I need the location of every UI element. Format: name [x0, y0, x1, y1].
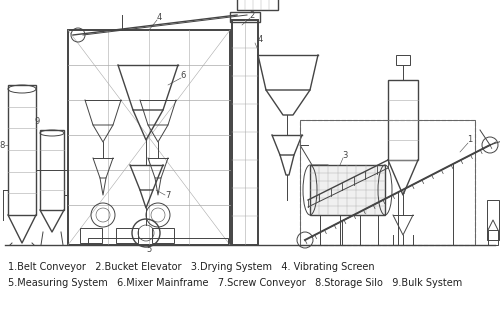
- Text: 4: 4: [156, 13, 162, 22]
- Bar: [237, 0, 278, 10]
- Bar: [232, 20, 258, 245]
- Bar: [116, 228, 138, 243]
- Bar: [152, 228, 174, 243]
- Bar: [300, 120, 475, 245]
- Text: 9: 9: [34, 118, 40, 127]
- Text: 1.Belt Conveyor   2.Bucket Elevator   3.Drying System   4. Vibrating Screen: 1.Belt Conveyor 2.Bucket Elevator 3.Dryi…: [8, 262, 374, 272]
- Bar: [300, 120, 475, 245]
- Text: 8: 8: [0, 140, 4, 149]
- Bar: [80, 228, 102, 243]
- Text: 5: 5: [146, 246, 152, 255]
- Text: 7: 7: [166, 191, 170, 200]
- Bar: [396, 55, 410, 65]
- Bar: [8, 85, 36, 215]
- Bar: [488, 230, 498, 245]
- Bar: [88, 238, 228, 245]
- Bar: [230, 12, 260, 22]
- Bar: [40, 130, 64, 210]
- Bar: [388, 80, 418, 160]
- Text: 2: 2: [250, 10, 254, 19]
- Text: 3: 3: [342, 150, 347, 159]
- Text: 4: 4: [258, 36, 262, 45]
- Text: 5.Measuring System   6.Mixer Mainframe   7.Screw Conveyor   8.Storage Silo   9.B: 5.Measuring System 6.Mixer Mainframe 7.S…: [8, 278, 462, 288]
- Bar: [310, 165, 385, 215]
- Bar: [487, 200, 499, 240]
- Bar: [68, 30, 230, 245]
- Text: 6: 6: [180, 70, 186, 79]
- Text: 1: 1: [468, 135, 472, 144]
